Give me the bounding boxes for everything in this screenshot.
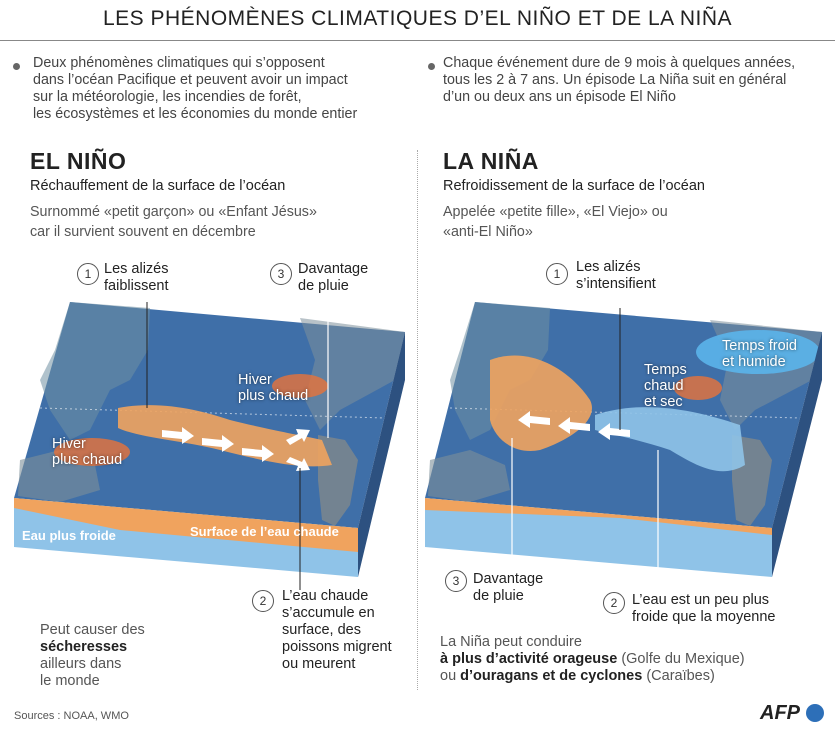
warm-layer: [14, 498, 358, 552]
step-3-number: 3: [445, 570, 467, 592]
el-nino-heading: EL NIÑO: [30, 148, 127, 174]
la-nina-note: Appelée «petite fille», «El Viejo» ou «an…: [443, 204, 668, 240]
warm-water-label: Surface de l’eau chaude: [190, 524, 339, 539]
step-2-label: L’eau chaude s’accumule en surface, des po…: [282, 588, 392, 672]
cold-wet-area: [696, 330, 820, 374]
warm-water-plume: [118, 405, 332, 467]
step-1-number: 1: [546, 263, 568, 285]
westward-arrows: [518, 411, 630, 440]
hot-dry-spot: [674, 376, 722, 400]
afp-logo-icon: [806, 704, 824, 722]
winter-north-label: Hiver plus chaud: [238, 372, 309, 404]
intro-left: Deux phénomènes climatiques qui s’oppose…: [33, 55, 358, 122]
step-1-label: Les alizés faiblissent: [104, 261, 169, 294]
hot-spot-north: [272, 374, 328, 398]
step-3-number: 3: [270, 263, 292, 285]
step-3-label: Davantage de pluie: [473, 571, 544, 604]
el-nino-diagram: [14, 302, 405, 590]
el-nino-footer: Peut causer des sécheresses ailleurs dan…: [40, 622, 145, 689]
la-nina-heading: LA NIÑA: [443, 148, 539, 174]
hot-spot-south: [54, 438, 130, 466]
column-divider: [417, 150, 418, 690]
intro-right: Chaque événement dure de 9 mois à quelqu…: [443, 55, 796, 105]
australia-landmass: [428, 450, 510, 502]
sources: Sources : NOAA, WMO: [14, 710, 129, 722]
cold-wet-label: Temps froid et humide: [722, 338, 797, 370]
step-1-number: 1: [77, 263, 99, 285]
step-2-number: 2: [252, 590, 274, 612]
side-face-right: [358, 332, 405, 577]
page-title: LES PHÉNOMÈNES CLIMATIQUES D’EL NIÑO ET …: [0, 0, 835, 41]
step-1-label: Les alizés s’intensifient: [576, 259, 656, 292]
warm-dry-label: Temps chaud et sec: [644, 362, 687, 410]
bullet-dot: [13, 63, 20, 70]
north-america-landmass: [300, 318, 405, 430]
la-nina-footer: La Niña peut conduire à plus d’activité …: [440, 634, 745, 684]
el-nino-note: Surnommé «petit garçon» ou «Enfant Jésus…: [30, 204, 317, 240]
el-nino-subtitle: Réchauffement de la surface de l’océan: [30, 178, 286, 194]
eastward-arrows: [162, 427, 310, 471]
la-nina-subtitle: Refroidissement de la surface de l’océan: [443, 178, 705, 194]
la-nina-diagram: [425, 302, 822, 590]
asia-landmass: [40, 302, 150, 440]
winter-south-label: Hiver plus chaud: [52, 436, 123, 468]
cold-water-tongue: [595, 407, 745, 472]
cold-water-label: Eau plus froide: [22, 528, 116, 543]
side-face-right: [772, 332, 822, 577]
step-2-label: L’eau est un peu plus froide que la moyen…: [632, 592, 776, 625]
afp-logo: AFP: [760, 702, 800, 724]
bullet-dot: [428, 63, 435, 70]
step-2-number: 2: [603, 592, 625, 614]
step-3-label: Davantage de pluie: [298, 261, 369, 294]
